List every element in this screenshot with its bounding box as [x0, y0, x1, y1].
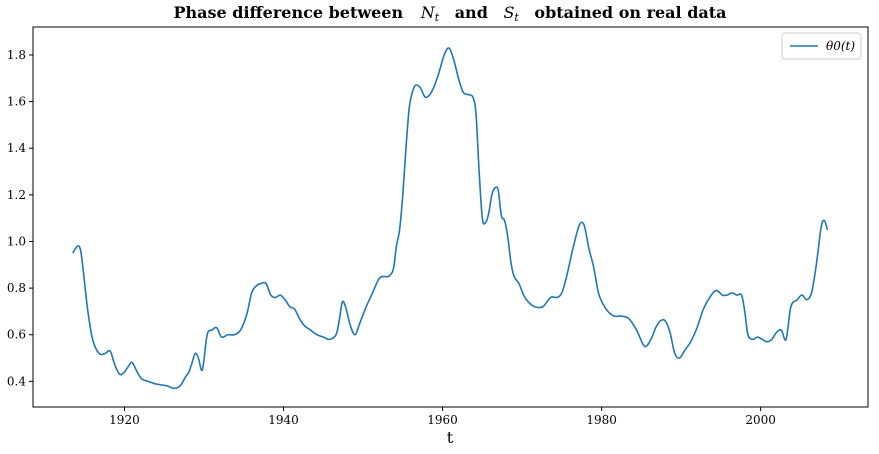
legend-box — [781, 32, 862, 60]
x-tick-label: 1940 — [268, 413, 299, 427]
y-axis-ticks: 0.4 0.6 0.8 1.0 1.2 1.4 1.6 1.8 — [7, 48, 33, 388]
x-tick-label: 1920 — [109, 413, 140, 427]
series-layer — [72, 47, 829, 390]
legend-entry-theta0: θ0(t) — [826, 39, 855, 53]
x-axis-label: t — [447, 428, 454, 447]
x-axis-ticks: 1920 1940 1960 1980 2000 — [109, 407, 776, 427]
series-line-theta0 — [72, 47, 829, 390]
title-var-n: N — [420, 3, 436, 22]
x-tick-label: 1960 — [427, 413, 458, 427]
y-tick-label: 0.6 — [7, 328, 26, 342]
legend: θ0(t) — [781, 32, 862, 60]
x-tick-label: 1980 — [586, 413, 617, 427]
y-tick-label: 1.8 — [7, 48, 26, 62]
chart-title: Phase difference between Nt and St obtai… — [173, 3, 726, 25]
title-prefix: Phase difference between — [173, 3, 403, 22]
title-var-n-sub: t — [435, 11, 440, 24]
title-suffix: obtained on real data — [534, 3, 726, 22]
y-tick-label: 0.4 — [7, 374, 26, 388]
plot-area-frame — [32, 26, 869, 408]
y-tick-label: 1.2 — [7, 188, 26, 202]
title-conj: and — [455, 3, 488, 22]
y-tick-label: 1.6 — [7, 95, 26, 109]
y-tick-label: 0.8 — [7, 281, 26, 295]
y-tick-label: 1.0 — [7, 234, 26, 248]
x-tick-label: 2000 — [745, 413, 776, 427]
title-var-s-sub: t — [514, 11, 519, 24]
title-var-s: S — [503, 3, 514, 22]
y-tick-label: 1.4 — [7, 141, 26, 155]
